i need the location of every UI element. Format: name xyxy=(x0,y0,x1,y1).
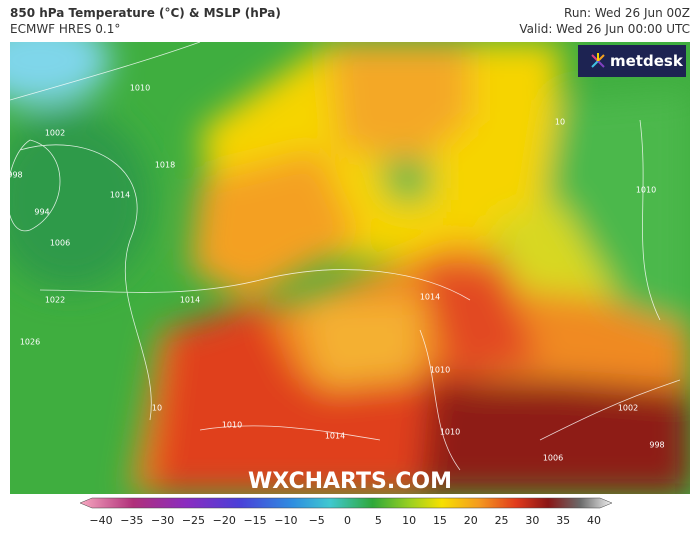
isobar-label: 998 xyxy=(7,171,22,180)
colorbar-tick: −20 xyxy=(213,514,236,527)
isobar-label: 1026 xyxy=(20,338,40,347)
colorbar-tick: 25 xyxy=(495,514,509,527)
colorbar-tick: 20 xyxy=(464,514,478,527)
isobar-label: 1018 xyxy=(155,161,175,170)
isobar-label: 1014 xyxy=(180,296,200,305)
isobar-label: 1014 xyxy=(420,293,440,302)
isobar-label: 998 xyxy=(649,441,664,450)
colorbar-tick: 35 xyxy=(556,514,570,527)
colorbar-tick: −35 xyxy=(120,514,143,527)
colorbar-tick: 40 xyxy=(587,514,601,527)
isobar-label: 1010 xyxy=(430,366,450,375)
isobar-label: 1014 xyxy=(325,432,345,441)
valid-time: Valid: Wed 26 Jun 00:00 UTC xyxy=(519,22,690,36)
map: metdesk WXCHARTS.COM 1010100299899410061… xyxy=(7,42,690,494)
model: ECMWF HRES 0.1° xyxy=(10,22,120,36)
colorbar-tick: −25 xyxy=(182,514,205,527)
logo: metdesk xyxy=(610,52,684,70)
isobar-label: 1002 xyxy=(618,404,638,413)
colorbar-tick: −30 xyxy=(151,514,174,527)
isobar-label: 1022 xyxy=(45,296,65,305)
isobar-label: 1010 xyxy=(636,186,656,195)
colorbar-tick: −15 xyxy=(243,514,266,527)
colorbar-tick: 0 xyxy=(344,514,351,527)
isobar-label: 10 xyxy=(555,118,565,127)
run-time: Run: Wed 26 Jun 00Z xyxy=(564,6,690,20)
isobar-label: 1006 xyxy=(543,454,563,463)
colorbar-tick: 5 xyxy=(375,514,382,527)
title: 850 hPa Temperature (°C) & MSLP (hPa) xyxy=(10,6,281,20)
isobar-label: 1006 xyxy=(50,239,70,248)
isobar-label: 1014 xyxy=(110,191,130,200)
colorbar-tick: −10 xyxy=(274,514,297,527)
colorbar-tick: 15 xyxy=(433,514,447,527)
colorbar-tick: −5 xyxy=(309,514,325,527)
watermark: WXCHARTS.COM xyxy=(248,469,452,494)
colorbar-tick: 30 xyxy=(525,514,539,527)
colorbar xyxy=(79,497,613,509)
isobar-label: 1010 xyxy=(222,421,242,430)
colorbar-tick: 10 xyxy=(402,514,416,527)
isobar-label: 994 xyxy=(34,208,49,217)
colorbar-tick: −40 xyxy=(89,514,112,527)
isobar-label: 10 xyxy=(152,404,162,413)
isobar-label: 1002 xyxy=(45,129,65,138)
isobar-label: 1010 xyxy=(130,84,150,93)
isobar-label: 1010 xyxy=(440,428,460,437)
